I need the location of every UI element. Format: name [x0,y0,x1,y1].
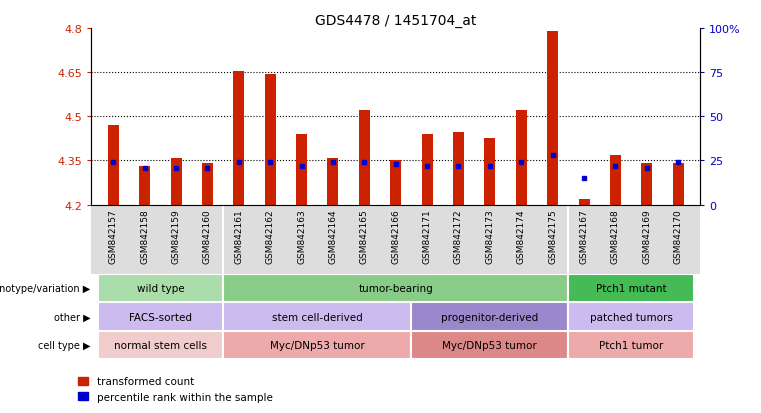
Bar [547,32,558,205]
Text: GSM842166: GSM842166 [391,209,400,263]
Bar [642,164,652,205]
Text: GSM842157: GSM842157 [109,209,118,263]
Bar [390,161,401,205]
Text: progenitor-derived: progenitor-derived [441,312,539,322]
Text: GSM842174: GSM842174 [517,209,526,263]
Text: Ptch1 mutant: Ptch1 mutant [596,283,667,294]
Bar [484,139,495,205]
Bar [610,155,621,205]
Bar [327,158,339,205]
Text: GSM842170: GSM842170 [673,209,683,263]
Text: normal stem cells: normal stem cells [114,340,207,350]
Bar [673,164,683,205]
FancyBboxPatch shape [97,274,223,303]
Legend: transformed count, percentile rank within the sample: transformed count, percentile rank withi… [74,372,277,406]
Text: GSM842168: GSM842168 [611,209,620,263]
Text: wild type: wild type [136,283,184,294]
Text: GSM842161: GSM842161 [234,209,244,263]
Text: Ptch1 tumor: Ptch1 tumor [599,340,663,350]
Text: patched tumors: patched tumors [590,312,673,322]
Text: other ▶: other ▶ [54,312,91,322]
FancyBboxPatch shape [97,303,223,331]
FancyBboxPatch shape [568,303,694,331]
FancyBboxPatch shape [223,274,568,303]
Title: GDS4478 / 1451704_at: GDS4478 / 1451704_at [315,14,476,28]
Text: cell type ▶: cell type ▶ [38,340,91,350]
Text: GSM842175: GSM842175 [548,209,557,263]
Text: genotype/variation ▶: genotype/variation ▶ [0,283,91,294]
Bar [578,199,590,205]
Bar [108,126,119,205]
FancyBboxPatch shape [568,331,694,359]
Text: Myc/DNp53 tumor: Myc/DNp53 tumor [270,340,365,350]
FancyBboxPatch shape [223,303,412,331]
Bar [234,71,244,205]
Bar [202,164,213,205]
Text: GSM842163: GSM842163 [297,209,306,263]
Bar [265,74,275,205]
Bar [170,158,182,205]
Bar [516,111,527,205]
Text: GSM842160: GSM842160 [203,209,212,263]
Bar [296,135,307,205]
FancyBboxPatch shape [412,331,568,359]
Text: FACS-sorted: FACS-sorted [129,312,192,322]
Text: GSM842159: GSM842159 [171,209,180,263]
Bar [139,167,150,205]
FancyBboxPatch shape [568,274,694,303]
Text: GSM842158: GSM842158 [140,209,149,263]
Text: GSM842165: GSM842165 [360,209,369,263]
Text: GSM842164: GSM842164 [329,209,337,263]
FancyBboxPatch shape [97,331,223,359]
FancyBboxPatch shape [412,303,568,331]
Text: GSM842173: GSM842173 [486,209,495,263]
FancyBboxPatch shape [223,331,412,359]
Text: tumor-bearing: tumor-bearing [358,283,433,294]
Bar [359,111,370,205]
Text: GSM842169: GSM842169 [642,209,651,263]
Text: Myc/DNp53 tumor: Myc/DNp53 tumor [442,340,537,350]
Text: GSM842172: GSM842172 [454,209,463,263]
Text: GSM842162: GSM842162 [266,209,275,263]
Text: stem cell-derived: stem cell-derived [272,312,363,322]
Text: GSM842171: GSM842171 [422,209,431,263]
Bar [422,135,432,205]
Text: GSM842167: GSM842167 [580,209,588,263]
Bar [453,133,464,205]
